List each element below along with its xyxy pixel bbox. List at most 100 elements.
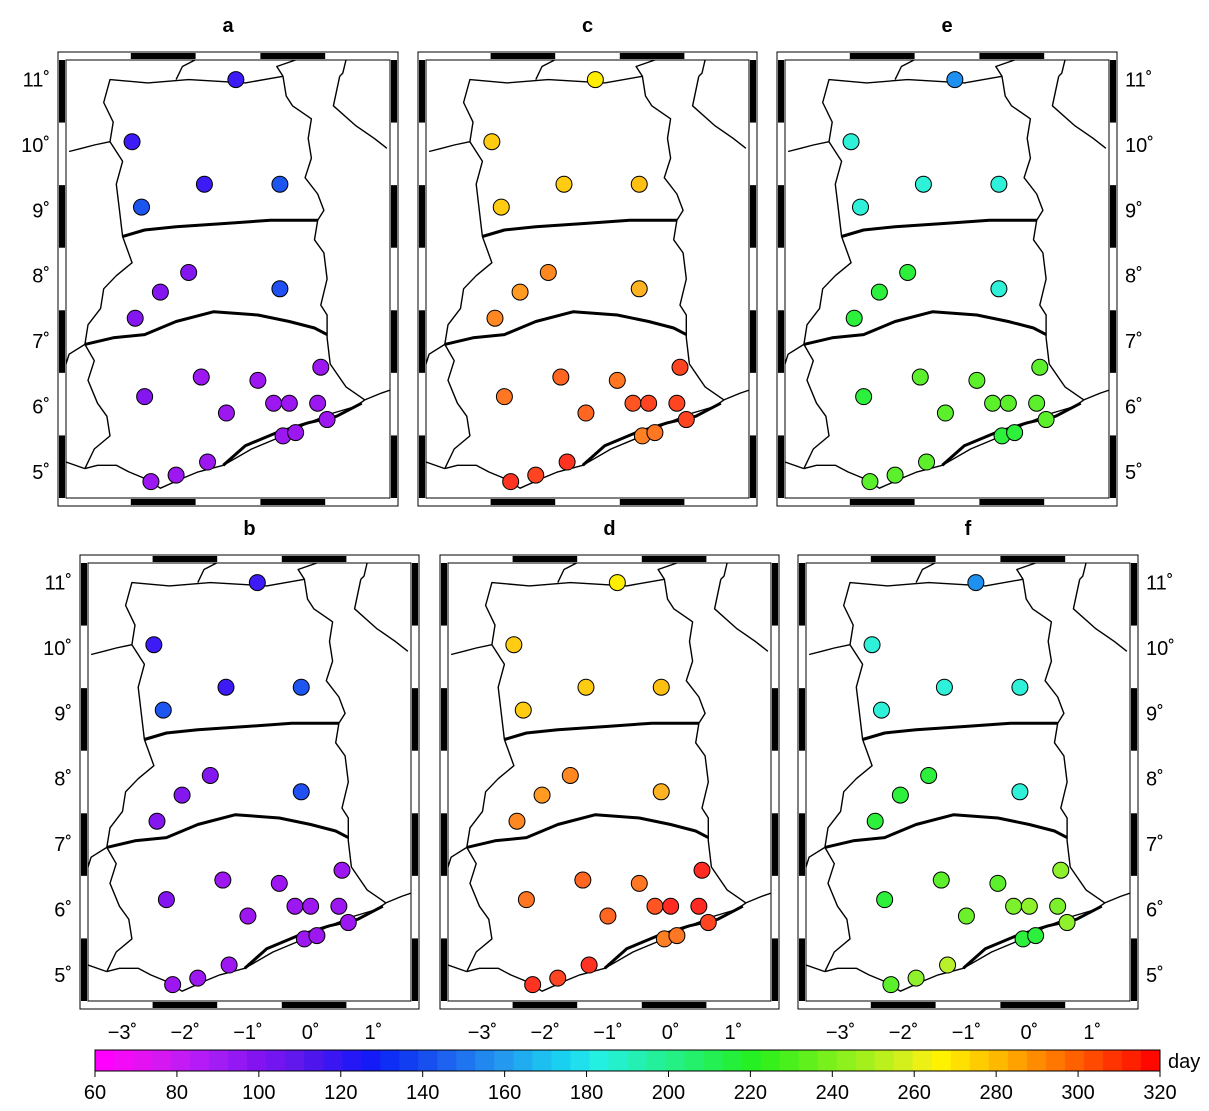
station-marker [1031, 358, 1049, 376]
station-marker [148, 812, 166, 830]
station-marker [577, 404, 595, 422]
country-border [353, 579, 409, 652]
frame-scale-right [1131, 813, 1137, 876]
colorbar-tick-label: 140 [406, 1082, 439, 1104]
station-marker [1006, 424, 1024, 442]
frame-scale-bottom [130, 499, 196, 505]
station-marker [142, 473, 160, 491]
colorbar-bin [627, 1050, 648, 1071]
station-marker [192, 368, 210, 386]
country-border [197, 563, 217, 583]
country-border [535, 60, 555, 80]
panel-title: c [582, 15, 593, 37]
station-marker [511, 283, 529, 301]
lat-tick-label: 7˚ [1146, 834, 1164, 856]
colorbar-bin [209, 1050, 229, 1071]
lon-tick-label: −1˚ [593, 1022, 622, 1044]
colorbar-bin [323, 1050, 343, 1071]
colorbar-bin [494, 1050, 514, 1071]
station-marker [1037, 411, 1055, 429]
station-marker [201, 766, 219, 784]
colorbar-tick-label: 220 [734, 1082, 767, 1104]
country-border [332, 76, 388, 149]
station-marker [302, 897, 320, 915]
lat-tick-label: 5˚ [32, 462, 50, 484]
country-border [466, 578, 747, 992]
colorbar-tick-label: 320 [1143, 1082, 1176, 1104]
colorbar: 60 80 100 120 140 160 180 200 220 240 260 280 300 320… [84, 1049, 1200, 1104]
country-border [723, 389, 749, 401]
station-marker [136, 388, 154, 406]
frame-scale-left [419, 310, 425, 373]
frame-scale-right [412, 813, 418, 876]
station-marker [549, 969, 567, 987]
country-border [276, 60, 296, 77]
map-area [805, 562, 1131, 1002]
lat-tick-label: 10˚ [1146, 638, 1175, 660]
lat-tick-label: 5˚ [54, 965, 72, 987]
country-border [824, 578, 1106, 992]
country-border [995, 60, 1015, 77]
station-marker [671, 358, 689, 376]
colorbar-bin [1140, 1050, 1161, 1071]
frame-scale-right [772, 813, 778, 876]
country-border [339, 60, 347, 77]
colorbar-bin [551, 1050, 571, 1071]
colorbar-bin [722, 1050, 743, 1071]
lat-tick-label: 8˚ [1146, 769, 1164, 791]
station-marker [180, 263, 198, 281]
station-marker [690, 897, 708, 915]
station-marker [214, 871, 232, 889]
frame-scale-left [441, 813, 447, 876]
station-marker [677, 411, 695, 429]
zone-boundary [466, 813, 709, 849]
colorbar-bin [1083, 1050, 1104, 1071]
station-marker [195, 175, 213, 193]
zone-boundary [803, 310, 1047, 346]
station-marker [330, 897, 348, 915]
station-marker [999, 394, 1017, 412]
station-marker [630, 280, 648, 298]
station-marker [333, 861, 351, 879]
colorbar-bin [950, 1050, 971, 1071]
lat-tick-label: 7˚ [32, 331, 50, 353]
zone-boundary [84, 310, 328, 346]
colorbar-tick-label: 180 [570, 1082, 603, 1104]
colorbar-bin [1102, 1050, 1123, 1071]
colorbar-bin [418, 1050, 438, 1071]
country-border [1104, 892, 1130, 904]
colorbar-bin [589, 1050, 609, 1071]
country-border [557, 563, 577, 583]
lon-tick-label: −3˚ [826, 1022, 855, 1044]
colorbar-bin [152, 1050, 172, 1071]
station-marker [552, 368, 570, 386]
station-marker [630, 874, 648, 892]
station-marker [662, 897, 680, 915]
frame-scale-top [1000, 556, 1066, 562]
lat-tick-label: 6˚ [1125, 396, 1143, 418]
station-marker [271, 175, 289, 193]
lon-tick-label: 0˚ [662, 1022, 680, 1044]
map-content [448, 563, 771, 994]
colorbar-bin [646, 1050, 667, 1071]
axis-tick-labels: 5˚ 6˚ 7˚ 8˚ 9˚ 10˚ 11˚ 5˚ 6˚ 7˚ 8˚ 9˚ 10˚ 11˚ −3˚ −2˚ −1… [21, 70, 1175, 1044]
colorbar-bin [513, 1050, 533, 1071]
station-marker [640, 394, 658, 412]
country-border [1016, 563, 1036, 580]
lat-tick-label: 8˚ [1125, 266, 1143, 288]
frame-scale-left [799, 813, 805, 876]
map-panels: a b c d e f [57, 15, 1139, 1010]
map-area [447, 562, 772, 1002]
station-marker [586, 71, 604, 89]
colorbar-bin [684, 1050, 705, 1071]
station-marker [217, 678, 235, 696]
lon-tick-label: 1˚ [364, 1022, 382, 1044]
country-border [66, 461, 86, 470]
station-marker [876, 891, 894, 909]
frame-scale-left [799, 688, 805, 751]
station-marker [167, 466, 185, 484]
frame-scale-bottom [979, 499, 1045, 505]
station-marker [189, 969, 207, 987]
panel-title: b [243, 518, 255, 540]
lat-tick-label: 11˚ [1146, 573, 1173, 595]
